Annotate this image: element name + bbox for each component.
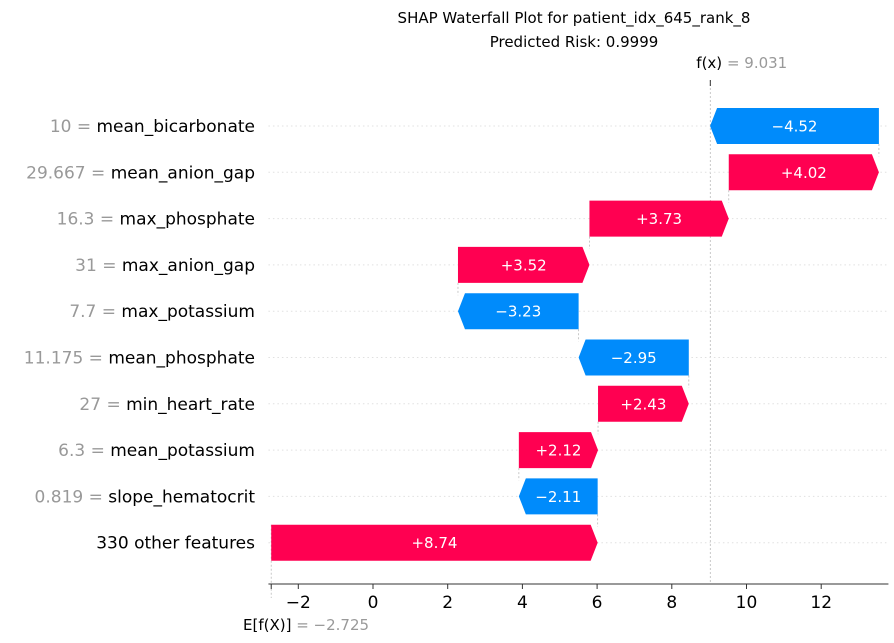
- final-value-label: f(x) = 9.031: [696, 54, 787, 72]
- bar-value-label: +3.52: [501, 256, 547, 274]
- feature-name: max_phosphate: [120, 210, 255, 230]
- feature-name: slope_hematocrit: [108, 487, 255, 507]
- feature-label: 31 = max_anion_gap: [75, 256, 255, 276]
- positive-bar: [728, 154, 879, 191]
- feature-label: 11.175 = mean_phosphate: [24, 349, 255, 369]
- negative-bar: [578, 339, 689, 376]
- feature-value: 10 =: [50, 117, 97, 137]
- positive-bar: [589, 200, 729, 237]
- bar-value-label: −4.52: [772, 118, 818, 136]
- feature-label: 330 other features: [96, 534, 255, 554]
- feature-value: 29.667 =: [26, 163, 111, 183]
- x-tick-label: 6: [592, 593, 603, 613]
- chart-subtitle: Predicted Risk: 0.9999: [490, 33, 659, 51]
- base-value-prefix: E[f(X)]: [243, 616, 296, 634]
- feature-label: 27 = min_heart_rate: [79, 395, 255, 415]
- positive-bar: [457, 246, 590, 283]
- feature-value: 11.175 =: [24, 349, 109, 369]
- bar-value-label: +3.73: [636, 210, 682, 228]
- feature-label: 10 = mean_bicarbonate: [50, 117, 255, 137]
- bar-value-label: −3.23: [495, 303, 541, 321]
- feature-label: 6.3 = mean_potassium: [58, 441, 255, 461]
- bar-value-label: +2.43: [620, 395, 666, 413]
- bar-value-label: −2.11: [535, 488, 581, 506]
- base-value-number: = −2.725: [296, 616, 369, 634]
- feature-value: 27 =: [79, 395, 126, 415]
- feature-value: 6.3 =: [58, 441, 110, 461]
- feature-name: max_potassium: [121, 302, 255, 322]
- x-tick-label: −2: [286, 593, 311, 613]
- y-axis-labels: 10 = mean_bicarbonate 29.667 = mean_anion…: [24, 117, 256, 554]
- annotations: f(x) = 9.031 E[f(X)] = −2.725: [243, 54, 787, 634]
- feature-name: min_heart_rate: [126, 395, 255, 415]
- negative-bar: [518, 478, 598, 515]
- positive-bar: [271, 524, 598, 561]
- bar-value-label: +4.02: [781, 164, 827, 182]
- negative-bar: [710, 108, 879, 144]
- positive-bar: [598, 385, 689, 422]
- x-tick-label: 2: [442, 593, 453, 613]
- final-value-prefix: f(x): [696, 54, 727, 72]
- feature-name: mean_anion_gap: [111, 163, 255, 183]
- x-tick-label: 12: [810, 593, 832, 613]
- feature-value: 0.819 =: [35, 487, 109, 507]
- x-tick-label: 10: [736, 593, 758, 613]
- feature-value: 7.7 =: [69, 302, 121, 322]
- bars: −4.52 +4.02 +3.73 +3.52 −3.23 −2.95 +2.43 +2.12…: [271, 108, 879, 561]
- feature-name: max_anion_gap: [122, 256, 255, 276]
- feature-value: 16.3 =: [57, 210, 120, 230]
- chart-title: SHAP Waterfall Plot for patient_idx_645_…: [398, 9, 751, 28]
- x-tick-label: 4: [517, 593, 528, 613]
- bar-value-label: +8.74: [411, 534, 457, 552]
- feature-name: mean_potassium: [110, 441, 255, 461]
- feature-label: 16.3 = max_phosphate: [57, 210, 255, 230]
- feature-name: mean_phosphate: [108, 349, 255, 369]
- bar-value-label: −2.95: [611, 349, 657, 367]
- feature-name: 330 other features: [96, 534, 255, 554]
- negative-bar: [457, 293, 579, 330]
- base-value-label: E[f(X)] = −2.725: [243, 616, 369, 634]
- final-value-number: = 9.031: [727, 54, 787, 72]
- x-axis: −2 0 2 4 6 8 10 12: [268, 80, 889, 613]
- feature-label: 7.7 = max_potassium: [69, 302, 255, 322]
- feature-value: 31 =: [75, 256, 122, 276]
- bar-value-label: +2.12: [535, 442, 581, 460]
- positive-bar: [518, 432, 599, 469]
- feature-label: 0.819 = slope_hematocrit: [35, 487, 256, 507]
- x-tick-label: 0: [368, 593, 379, 613]
- feature-label: 29.667 = mean_anion_gap: [26, 163, 255, 183]
- x-tick-label: 8: [666, 593, 677, 613]
- feature-name: mean_bicarbonate: [97, 117, 256, 137]
